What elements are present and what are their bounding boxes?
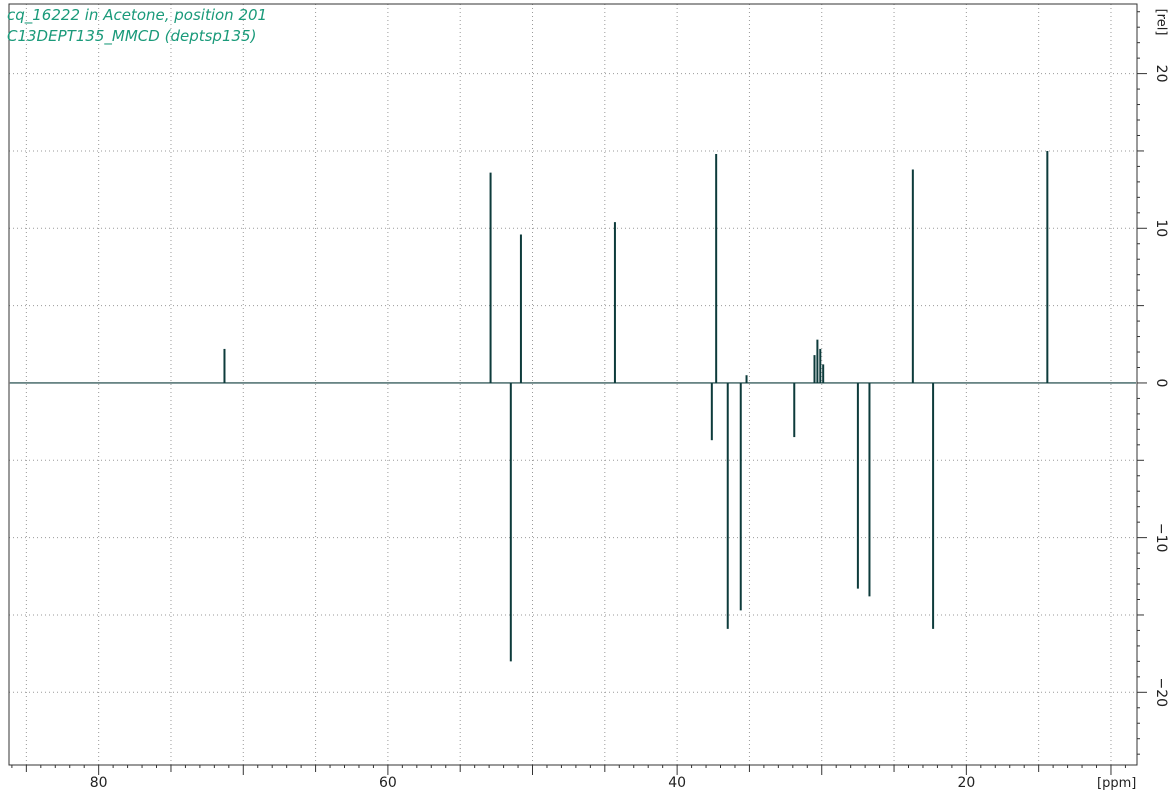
x-axis-unit-label: [ppm] [1097,776,1136,791]
y-tick-label: 20 [1153,65,1169,83]
x-tick-label: 20 [957,775,975,791]
spectrum-peaks [223,150,1049,662]
spectrum-title: cq_16222 in Acetone, position 201 [7,6,268,24]
experiment-subtitle: C13DEPT135_MMCD (deptsp135) [7,27,257,45]
plot-frame [8,3,1138,766]
y-tick-label: 10 [1153,219,1169,237]
y-tick-label: 0 [1153,378,1169,387]
grid-lines [9,4,1137,765]
x-tick-label: 60 [379,775,397,791]
x-tick-label: 40 [668,775,686,791]
y-axis-unit-label: [rel] [1154,9,1169,36]
y-axis: 20 10 0 −10 −20 [1137,11,1169,755]
x-axis: 80 60 40 20 [11,765,1126,791]
y-tick-label: −10 [1153,523,1169,553]
x-tick-label: 80 [90,775,108,791]
y-tick-label: −20 [1153,678,1169,708]
